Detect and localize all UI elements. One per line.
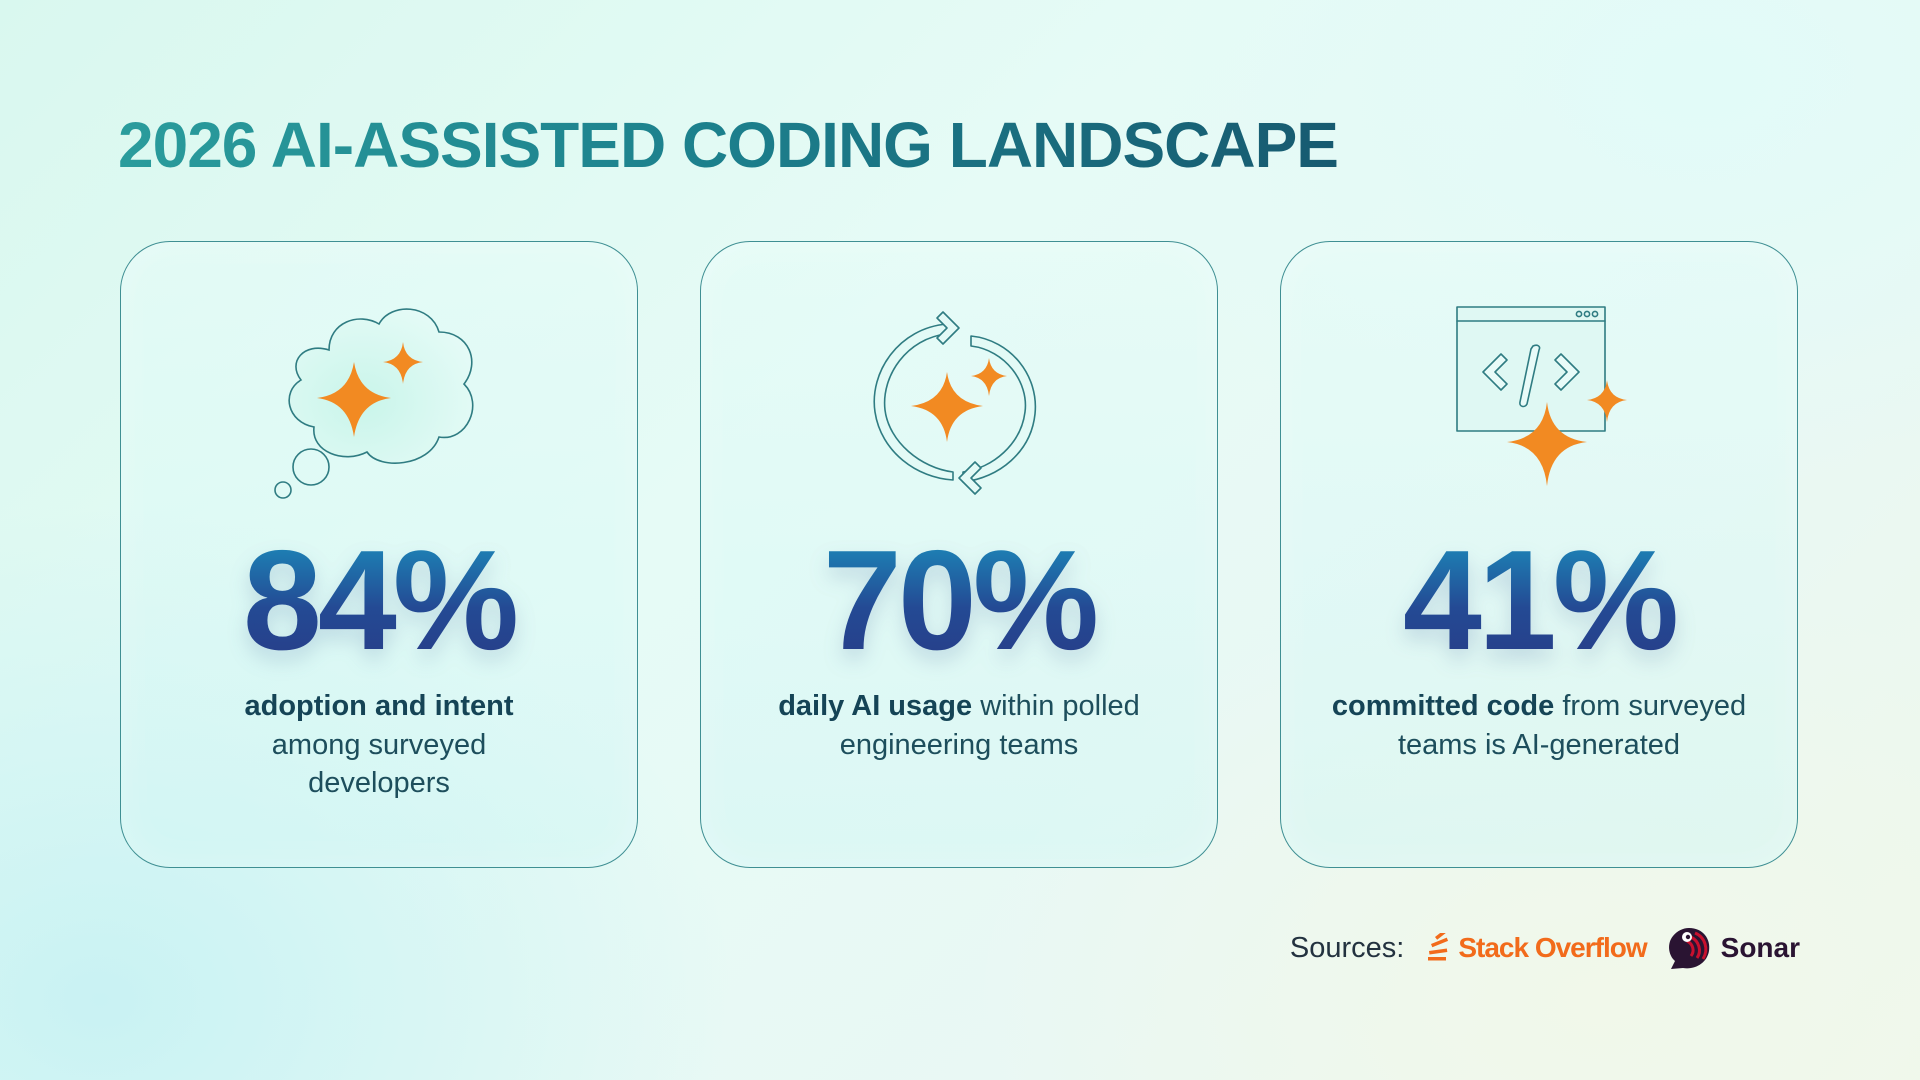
sonar-name: Sonar <box>1720 932 1800 963</box>
stat-value: 70% <box>701 530 1217 672</box>
stat-description-bold: daily AI usage <box>778 690 973 722</box>
stat-description-bold: adoption and intent <box>244 690 514 722</box>
stat-value: 84% <box>121 530 637 672</box>
stack-overflow-logo-icon <box>1428 933 1450 961</box>
stat-card-ai-generated-code: 41% committed code from surveyed teams i… <box>1280 241 1798 868</box>
stat-description-rest: from surveyed teams is AI-generated <box>1397 690 1747 761</box>
page-title: 2026 AI-ASSISTED CODING LANDSCAPE <box>118 109 1339 181</box>
stat-description: daily AI usage within polled engineering… <box>731 687 1187 764</box>
stat-description-bold: committed code <box>1331 690 1555 722</box>
stat-description: committed code from surveyed teams is AI… <box>1311 687 1767 764</box>
stat-value: 41% <box>1281 530 1797 672</box>
thought-cloud-sparkles-icon <box>121 292 637 502</box>
code-window-sparkles-icon <box>1281 292 1797 502</box>
sonar-logo-icon <box>1668 928 1709 969</box>
sources-label: Sources: <box>1289 931 1405 964</box>
stat-card-daily-usage: 70% daily AI usage within polled enginee… <box>700 241 1218 868</box>
stat-card-adoption: 84% adoption and intent among surveyed d… <box>120 241 638 868</box>
stack-overflow-logo: Stack Overflow <box>1426 932 1648 964</box>
stack-overflow-name: Stack Overflow <box>1458 932 1647 963</box>
stat-description: adoption and intent among surveyed devel… <box>151 687 607 803</box>
stat-description-rest: among surveyed developers <box>271 728 487 800</box>
sonar-logo: Sonar <box>1665 925 1800 971</box>
refresh-cycle-sparkles-icon <box>701 292 1217 502</box>
stat-description-rest: within polled engineering teams <box>839 690 1140 761</box>
sources-row: Sources: Stack Overflow Sonar <box>1280 925 1800 971</box>
